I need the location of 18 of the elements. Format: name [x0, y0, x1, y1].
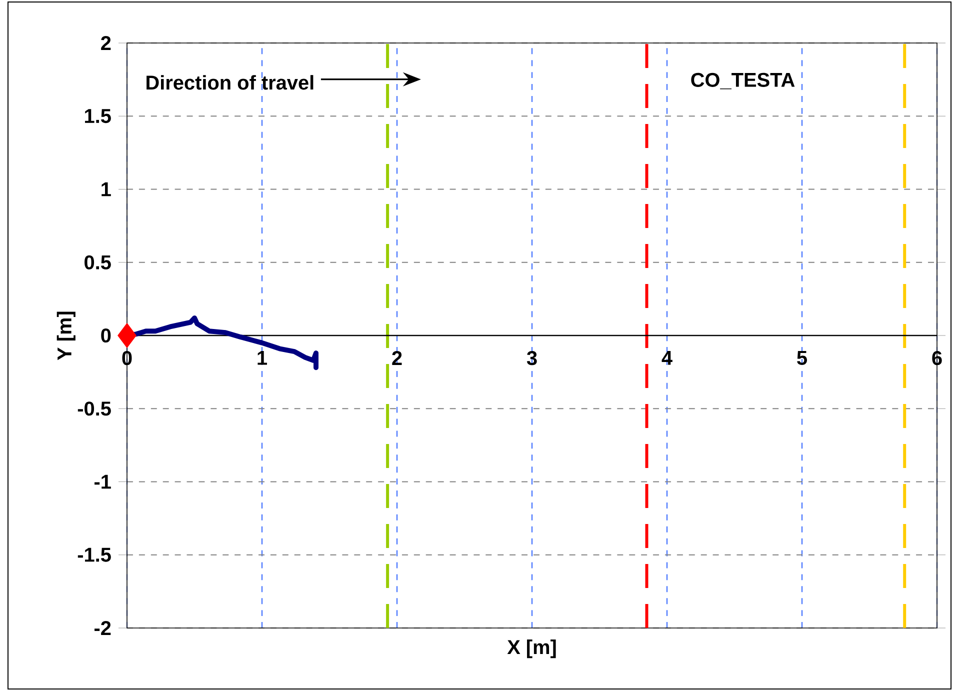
annotation: Direction of travel	[146, 75, 314, 90]
y-tick-label: 0	[101, 328, 111, 343]
x-tick-label: 3	[526, 351, 537, 366]
y-tick-label: 2	[101, 36, 111, 50]
y-tick-label: -2	[94, 621, 111, 635]
y-tick-label: 1	[102, 182, 111, 196]
y-tick-label: 0.5	[84, 255, 111, 270]
x-tick-label: 4	[662, 351, 672, 365]
x-axis-title: X [m]	[507, 640, 556, 658]
y-axis-title: Y [m]	[56, 312, 76, 360]
x-tick-label: 1	[258, 351, 267, 365]
annotation: CO_TESTA	[691, 72, 795, 90]
y-tick-label: -1	[94, 474, 111, 489]
y-tick-label: -1.5	[78, 548, 111, 562]
y-tick-label: 1.5	[85, 109, 111, 124]
x-tick-label: 2	[392, 351, 402, 365]
y-tick-label: -0.5	[78, 402, 111, 416]
x-tick-label: 5	[797, 351, 807, 365]
